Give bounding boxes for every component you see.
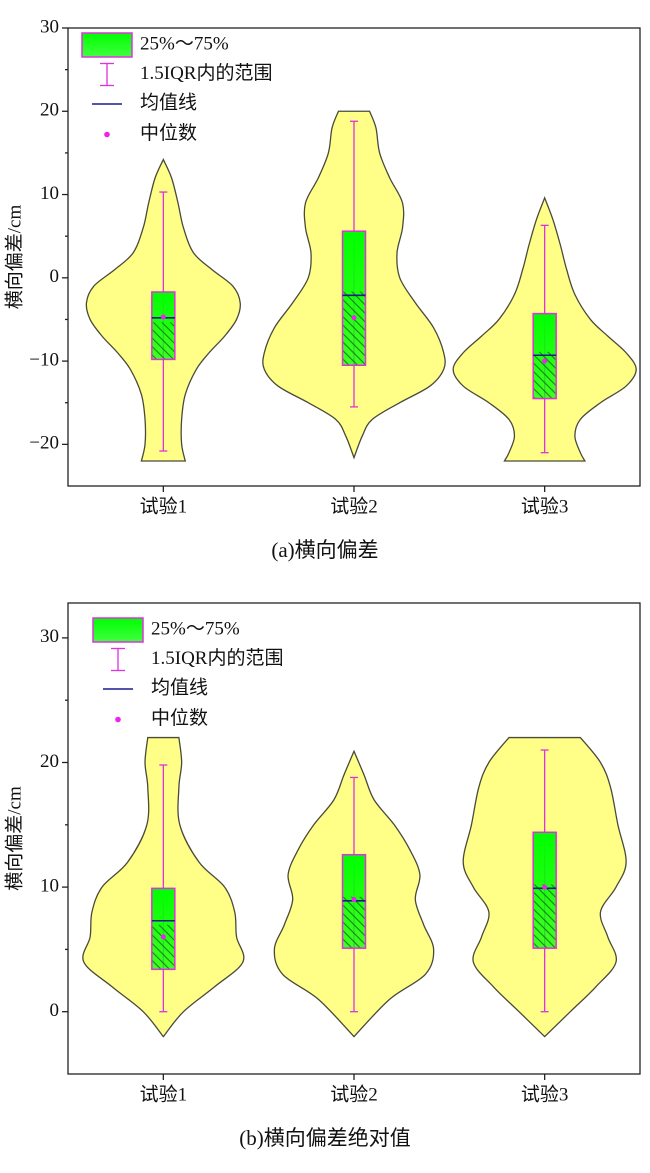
box-hatch bbox=[533, 351, 557, 399]
box-border bbox=[151, 291, 176, 361]
legend-label: 中位数 bbox=[151, 707, 208, 729]
median-dot bbox=[542, 358, 548, 364]
y-tick-label: 0 bbox=[50, 1000, 60, 1021]
legend-label: 均值线 bbox=[151, 676, 208, 698]
box-border bbox=[532, 831, 557, 949]
box-hatch bbox=[151, 322, 175, 360]
x-tick-label: 试验1 bbox=[140, 495, 188, 517]
y-axis-label: 横向偏差/cm bbox=[3, 786, 25, 891]
y-tick-label: 0 bbox=[50, 266, 60, 287]
legend-label: 均值线 bbox=[140, 91, 197, 113]
legend-box-swatch bbox=[92, 617, 144, 643]
box-hatch bbox=[533, 884, 557, 949]
legend-label: 25%～75% bbox=[140, 33, 229, 54]
legend-label: 中位数 bbox=[140, 122, 197, 144]
median-dot bbox=[351, 315, 357, 321]
y-tick-label: 30 bbox=[40, 626, 59, 647]
y-axis-label: 横向偏差/cm bbox=[3, 205, 25, 310]
median-dot bbox=[160, 314, 166, 320]
x-tick-label: 试验2 bbox=[330, 495, 378, 517]
box-border bbox=[151, 887, 176, 971]
legend-median bbox=[104, 131, 110, 138]
chart-a: −20 −10 0 10 20 30 横向偏差/cm (a)横向偏差 试验1 试验2 试验3 25%～… bbox=[3, 16, 641, 562]
caption: (a)横向偏差 bbox=[271, 538, 378, 562]
x-tick-label: 试验3 bbox=[521, 495, 569, 517]
median-dot bbox=[160, 934, 166, 940]
legend-median bbox=[115, 716, 121, 723]
median-dot bbox=[542, 884, 548, 890]
x-tick-label: 试验2 bbox=[330, 1083, 378, 1105]
caption: (b)横向偏差绝对值 bbox=[239, 1126, 411, 1150]
y-tick-label: 20 bbox=[40, 751, 59, 772]
box-border bbox=[532, 312, 557, 400]
y-tick-label: −20 bbox=[29, 433, 59, 454]
legend-label: 1.5IQR内的范围 bbox=[140, 62, 272, 84]
x-tick-label: 试验1 bbox=[140, 1083, 188, 1105]
median-dot bbox=[351, 897, 357, 903]
x-tick-label: 试验3 bbox=[521, 1083, 569, 1105]
legend-box-swatch bbox=[81, 32, 133, 58]
box-hatch bbox=[151, 924, 175, 970]
y-tick-label: 10 bbox=[40, 875, 59, 896]
y-tick-label: 20 bbox=[40, 100, 59, 121]
legend-label: 25%～75% bbox=[151, 618, 240, 639]
y-tick-label: 30 bbox=[40, 16, 59, 37]
y-tick-label: −10 bbox=[29, 349, 59, 370]
box-hatch bbox=[342, 291, 366, 366]
legend-label: 1.5IQR内的范围 bbox=[151, 647, 283, 669]
box-border bbox=[341, 230, 367, 367]
box-hatch bbox=[342, 896, 366, 949]
y-tick-label: 10 bbox=[40, 183, 59, 204]
chart-b: 0 10 20 30 横向偏差/cm (b)横向偏差绝对值 试验1 试验2 试验3 25%～75%… bbox=[3, 602, 641, 1150]
